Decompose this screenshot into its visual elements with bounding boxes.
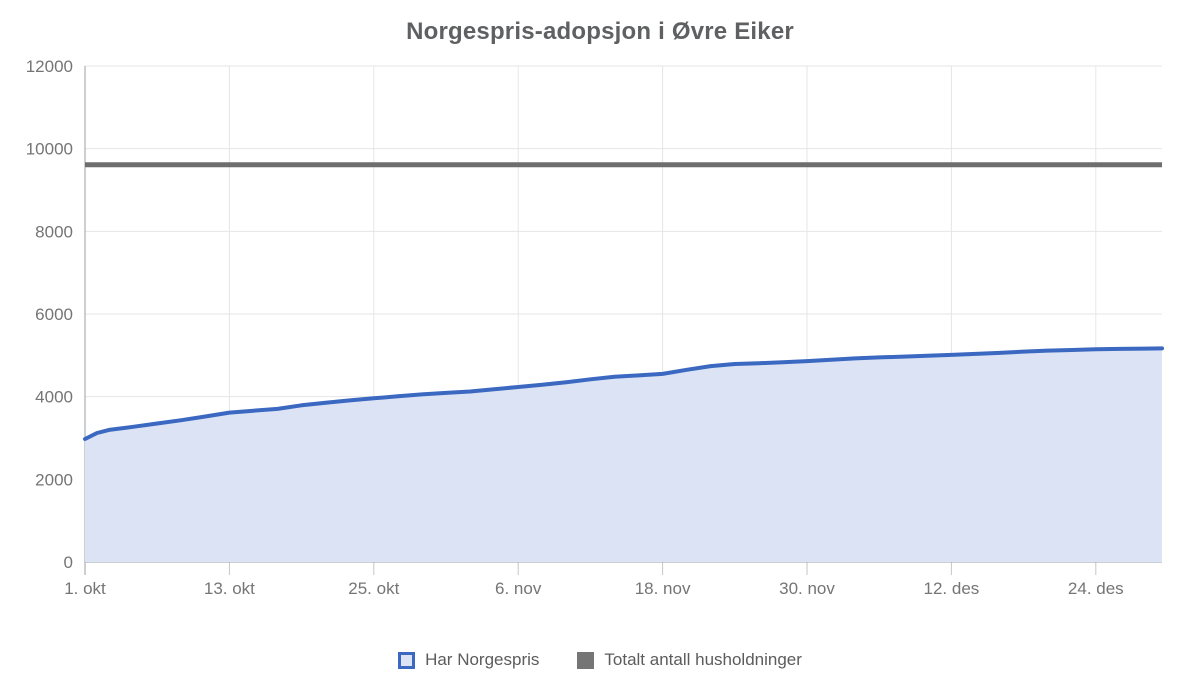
svg-text:18. nov: 18. nov xyxy=(635,579,691,598)
legend-label-totalt-husholdninger: Totalt antall husholdninger xyxy=(604,650,802,669)
svg-text:24. des: 24. des xyxy=(1068,579,1124,598)
legend-swatch-totalt-husholdninger xyxy=(577,651,595,669)
legend-item-har-norgespris[interactable]: Har Norgespris xyxy=(398,650,539,670)
svg-text:25. okt: 25. okt xyxy=(348,579,399,598)
svg-text:13. okt: 13. okt xyxy=(204,579,255,598)
svg-text:8000: 8000 xyxy=(35,222,73,241)
svg-text:6000: 6000 xyxy=(35,305,73,324)
svg-text:30. nov: 30. nov xyxy=(779,579,835,598)
legend-item-totalt-husholdninger[interactable]: Totalt antall husholdninger xyxy=(577,650,802,670)
legend-label-har-norgespris: Har Norgespris xyxy=(425,650,540,669)
svg-text:10000: 10000 xyxy=(26,140,73,159)
svg-text:2000: 2000 xyxy=(35,470,73,489)
plot-area: 0 2000 4000 6000 8000 10000 12000 1. okt 13. okt… xyxy=(26,57,1164,598)
legend-swatch-har-norgespris xyxy=(398,651,416,669)
svg-text:6. nov: 6. nov xyxy=(495,579,542,598)
chart-title: Norgespris-adopsjon i Øvre Eiker xyxy=(406,18,794,45)
svg-text:12. des: 12. des xyxy=(924,579,980,598)
svg-text:4000: 4000 xyxy=(35,388,73,407)
legend: Har Norgespris Totalt antall husholdning… xyxy=(0,645,1200,675)
svg-text:1. okt: 1. okt xyxy=(64,579,106,598)
svg-text:12000: 12000 xyxy=(26,57,73,76)
svg-text:0: 0 xyxy=(64,553,73,572)
